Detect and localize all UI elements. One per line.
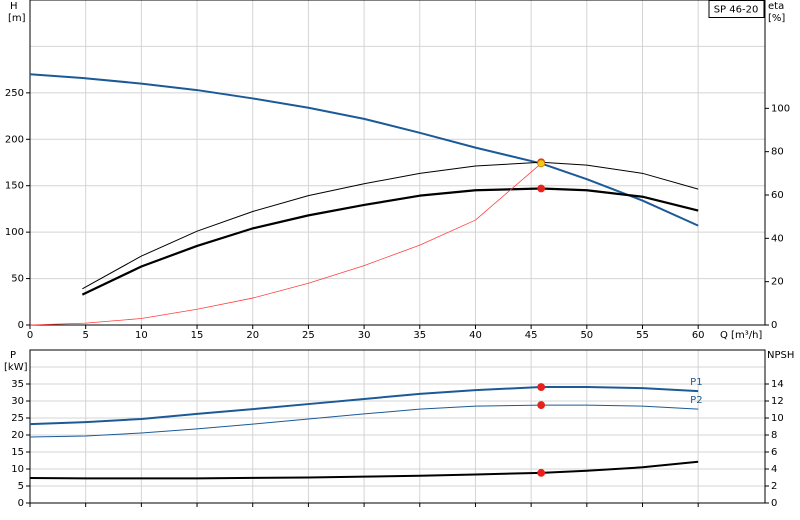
y2-axis-label: eta (768, 1, 784, 12)
y-tick-label: 5 (18, 481, 24, 492)
y-axis-unit: [kW] (4, 362, 28, 373)
y-tick-label: 20 (11, 430, 24, 441)
y2-axis-unit: [%] (768, 13, 785, 24)
x-tick-label: 30 (358, 330, 371, 341)
y2-tick-label: 0 (771, 320, 777, 331)
curve (81, 187, 699, 296)
y-tick-label: 100 (5, 227, 24, 238)
curve (29, 73, 699, 227)
y2-tick-label: 0 (771, 498, 777, 509)
y2-tick-label: 60 (771, 190, 784, 201)
y-tick-label: 50 (11, 274, 24, 285)
y2-tick-label: 20 (771, 277, 784, 288)
curve-label: P2 (690, 395, 702, 406)
y-tick-label: 0 (18, 320, 24, 331)
x-tick-label: 5 (82, 330, 88, 341)
y2-tick-label: 40 (771, 233, 784, 244)
x-tick-label: 15 (191, 330, 204, 341)
y2-tick-label: 2 (771, 481, 777, 492)
y-tick-label: 200 (5, 134, 24, 145)
y-tick-label: 25 (11, 413, 24, 424)
x-tick-label: 50 (580, 330, 593, 341)
y-tick-label: 150 (5, 181, 24, 192)
curve-label: P1 (690, 377, 702, 388)
y-axis-label: H (10, 1, 18, 12)
y2-tick-label: 6 (771, 447, 777, 458)
curve (29, 460, 699, 480)
y2-tick-label: 8 (771, 430, 777, 441)
y2-tick-label: 80 (771, 147, 784, 158)
curve (29, 386, 699, 426)
x-tick-label: 60 (692, 330, 705, 341)
x-tick-label: 45 (525, 330, 538, 341)
x-axis-label: Q [m³/h] (720, 330, 762, 341)
curve (29, 404, 699, 438)
y-axis-label: P (10, 350, 16, 361)
chart-title: SP 46-20 (714, 5, 759, 16)
y2-tick-label: 14 (771, 379, 784, 390)
y2-tick-label: 12 (771, 396, 784, 407)
x-tick-label: 35 (413, 330, 426, 341)
plot-frame (29, 0, 766, 326)
plot-frame (29, 349, 766, 504)
x-tick-label: 55 (636, 330, 649, 341)
x-tick-label: 25 (302, 330, 315, 341)
y2-tick-label: 10 (771, 413, 784, 424)
curve (29, 163, 542, 326)
operating-point (537, 401, 546, 409)
operating-point (537, 383, 546, 391)
y-tick-label: 250 (5, 88, 24, 99)
y-tick-label: 0 (18, 498, 24, 509)
x-tick-label: 20 (246, 330, 259, 341)
curve (82, 161, 699, 290)
y-tick-label: 35 (11, 379, 24, 390)
y2-tick-label: 100 (771, 103, 790, 114)
x-tick-label: 40 (469, 330, 482, 341)
y-tick-label: 30 (11, 396, 24, 407)
y-axis-unit: [m] (8, 13, 26, 24)
y2-tick-label: 4 (771, 464, 777, 475)
y2-axis-label: NPSH (767, 350, 794, 361)
y-tick-label: 10 (11, 464, 24, 475)
x-tick-label: 10 (135, 330, 148, 341)
y-tick-label: 15 (11, 447, 24, 458)
operating-point (537, 159, 546, 168)
operating-point (537, 184, 546, 193)
operating-point (537, 468, 546, 477)
x-tick-label: 0 (27, 330, 33, 341)
